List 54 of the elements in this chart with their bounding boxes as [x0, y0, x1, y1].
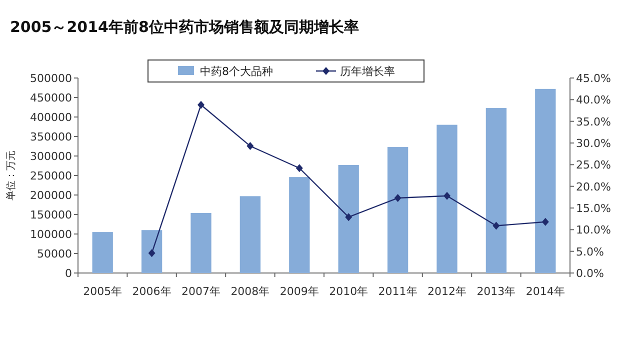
x-tick-label: 2009年	[280, 285, 319, 298]
y2-tick-label: 35.0%	[576, 115, 611, 128]
bar	[240, 196, 261, 273]
x-tick-label: 2011年	[378, 285, 418, 298]
y-tick-label: 50000	[37, 248, 72, 260]
x-tick-label: 2007年	[182, 285, 220, 298]
point	[492, 222, 500, 230]
point	[246, 142, 254, 150]
bar	[486, 108, 507, 273]
y2-tick-label: 0.0%	[576, 267, 604, 280]
bar	[92, 232, 113, 273]
x-tick-label: 2010年	[329, 285, 368, 298]
bar	[141, 230, 162, 273]
y2-tick-label: 40.0%	[576, 94, 611, 107]
bar	[535, 88, 556, 273]
chart-title: 2005～2014年前8位中药市场销售额及同期增长率	[10, 18, 359, 36]
y2-tick-label: 45.0%	[576, 72, 611, 85]
point	[444, 192, 450, 200]
point	[198, 100, 204, 109]
bar	[289, 177, 310, 273]
y2-tick-label: 20.0%	[576, 180, 611, 194]
x-tick-label: 2006年	[132, 285, 172, 298]
y2-tick-label: 30.0%	[576, 137, 611, 150]
y-tick-label: 350000	[30, 130, 72, 144]
y-tick-label: 450000	[30, 92, 72, 104]
y-tick-label: 500000	[30, 72, 72, 85]
x-tick-label: 2012年	[428, 285, 466, 298]
y2-tick-label: 15.0%	[576, 202, 611, 215]
legend-label: 中药8个大品种	[200, 65, 273, 78]
point	[394, 194, 402, 202]
x-tick-label: 2005年	[83, 285, 122, 298]
point	[542, 218, 549, 226]
x-tick-label: 2008年	[230, 285, 270, 298]
legend-label: 历年增长率	[340, 65, 395, 78]
y-tick-label: 100000	[30, 228, 72, 241]
point	[345, 213, 352, 222]
bar	[387, 147, 408, 273]
y-tick-label: 150000	[30, 208, 72, 222]
bar	[436, 124, 458, 273]
y-tick-label: 400000	[30, 111, 72, 124]
y-axis-title: 单位：万元	[5, 150, 17, 200]
bar	[338, 164, 359, 273]
y2-tick-label: 25.0%	[576, 158, 611, 172]
bar	[190, 212, 212, 273]
y2-tick-label: 10.0%	[576, 224, 611, 237]
y-tick-label: 200000	[30, 189, 72, 202]
y2-tick-label: 5.0%	[576, 245, 604, 258]
x-tick-label: 2014年	[526, 285, 565, 298]
x-tick-label: 2013年	[476, 285, 516, 298]
y-tick-label: 300000	[30, 150, 72, 163]
y-tick-label: 0	[65, 267, 72, 280]
y-tick-label: 250000	[30, 170, 72, 182]
point	[148, 249, 156, 258]
point	[296, 164, 303, 172]
